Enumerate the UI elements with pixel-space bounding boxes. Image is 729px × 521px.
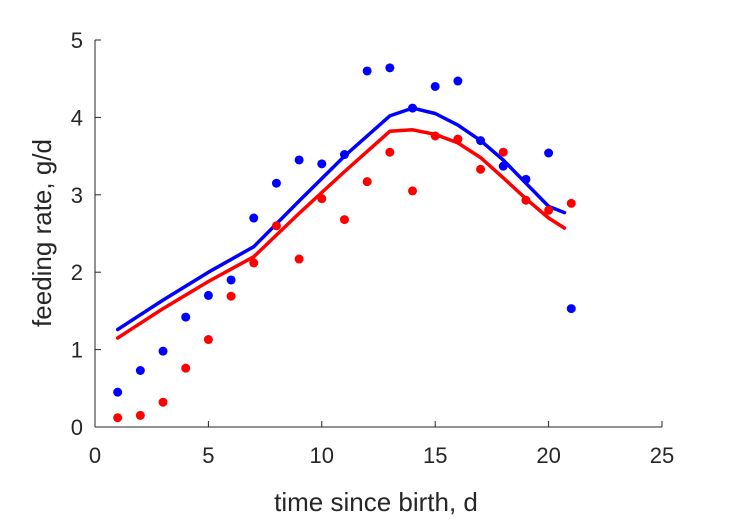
y-tick-label: 4 xyxy=(71,105,83,130)
series-0-data-point xyxy=(498,161,508,171)
y-tick-label: 1 xyxy=(71,338,83,363)
series-1-data-point xyxy=(408,186,418,196)
series-0-data-point xyxy=(294,155,304,165)
series-0-data-point xyxy=(271,178,281,188)
series-1-data-point xyxy=(566,198,576,208)
y-tick-label: 3 xyxy=(71,183,83,208)
series-0-data-point xyxy=(430,81,440,91)
series-1-data-point xyxy=(113,413,123,423)
y-tick-label: 5 xyxy=(71,28,83,53)
x-tick-label: 15 xyxy=(423,443,447,468)
series-1-data-point xyxy=(135,410,145,420)
series-0-data-point xyxy=(113,387,123,397)
x-tick-label: 25 xyxy=(650,443,674,468)
series-1-data-point xyxy=(271,221,281,231)
series-0-data-point xyxy=(566,304,576,314)
series-1-data-point xyxy=(181,363,191,373)
series-1-data-point xyxy=(203,335,213,345)
series-0-data-point xyxy=(135,365,145,375)
series-1-data-point xyxy=(158,397,168,407)
series-1-data-point xyxy=(362,177,372,187)
series-1-data-point xyxy=(430,131,440,141)
plot-axes: 0 5 10 15 20 25 0 1 2 3 4 5 xyxy=(71,28,674,468)
series-0-data-point xyxy=(476,136,486,146)
x-tick-label: 10 xyxy=(310,443,334,468)
series-0-data-point xyxy=(158,346,168,356)
y-tick-label: 0 xyxy=(71,415,83,440)
series-0-data-point xyxy=(203,290,213,300)
series-1-fit-line xyxy=(115,128,567,340)
x-tick-label: 0 xyxy=(89,443,101,468)
series-0-data-point xyxy=(453,76,463,86)
series-0-data-point xyxy=(181,312,191,322)
y-tick-label: 2 xyxy=(71,260,83,285)
x-axis-label: time since birth, d xyxy=(274,487,478,517)
series-0-data-point xyxy=(249,213,259,223)
series-1-data-point xyxy=(498,147,508,157)
series-1-data-point xyxy=(544,205,554,215)
series-1-data-point xyxy=(317,194,327,204)
x-tick-label: 5 xyxy=(202,443,214,468)
series-1-data-point xyxy=(226,291,236,301)
series-0-data-point xyxy=(362,66,372,76)
series-0-data-point xyxy=(317,159,327,169)
series-1-data-point xyxy=(294,254,304,264)
plot-series xyxy=(113,63,576,423)
series-0-data-point xyxy=(226,275,236,285)
series-0-data-point xyxy=(339,150,349,160)
series-1-data-point xyxy=(339,215,349,225)
series-1-data-point xyxy=(385,147,395,157)
y-axis-label: feeding rate, g/d xyxy=(27,139,57,327)
series-0-data-point xyxy=(521,174,531,184)
x-tick-label: 20 xyxy=(536,443,560,468)
series-0-data-point xyxy=(408,103,418,113)
series-1-data-point xyxy=(476,164,486,174)
series-1-data-point xyxy=(249,258,259,268)
series-0-data-point xyxy=(385,63,395,73)
series-0-data-point xyxy=(544,148,554,158)
series-1-data-point xyxy=(453,134,463,144)
series-1-data-point xyxy=(521,195,531,205)
